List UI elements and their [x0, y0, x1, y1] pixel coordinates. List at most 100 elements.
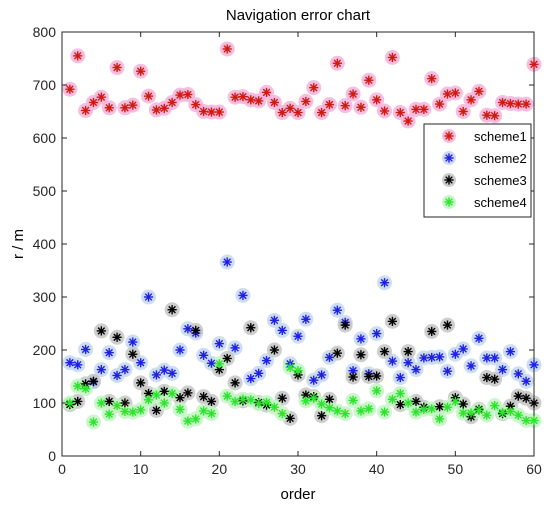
legend-label-scheme3: scheme3 [474, 173, 527, 188]
scheme4-point [387, 394, 397, 404]
scheme1-point [214, 107, 224, 117]
scheme1-point [356, 102, 366, 112]
scheme1-point [269, 97, 279, 108]
scheme3-point [482, 372, 492, 383]
scheme2-point [301, 314, 311, 324]
scheme4-point [222, 391, 232, 401]
scheme4-point [96, 398, 106, 408]
scheme1-point [230, 92, 240, 102]
scheme3-point [427, 326, 437, 337]
scheme1-point [529, 59, 539, 69]
y-tick-label: 400 [33, 236, 57, 252]
scheme4-point [65, 398, 75, 408]
y-tick-label: 100 [33, 395, 57, 411]
scheme4-point [324, 403, 335, 413]
scheme2-point [269, 315, 279, 325]
scheme1-point [261, 87, 272, 98]
scheme2-point [427, 352, 437, 363]
scheme1-point [474, 86, 484, 96]
scheme3-point [317, 411, 327, 421]
scheme1-point [419, 104, 429, 114]
scheme2-point [120, 365, 130, 375]
scheme2-point [104, 348, 114, 358]
scheme3-point [435, 402, 445, 412]
scheme4-point [285, 362, 295, 373]
scheme2-point [317, 370, 327, 380]
scheme1-point [128, 100, 138, 110]
scheme2-point [505, 346, 515, 357]
scheme4-point [143, 395, 154, 405]
scheme4-point [277, 409, 287, 419]
scheme1-point [332, 58, 342, 68]
scheme1-point [317, 107, 327, 118]
scheme1-point [395, 107, 405, 118]
scheme1-point [505, 98, 515, 109]
axis-ticks [61, 31, 535, 457]
scheme4-point [372, 386, 382, 396]
scheme2-point [246, 374, 256, 384]
scheme3-point [364, 371, 374, 382]
scheme2-point [458, 344, 468, 354]
scheme1-point [521, 99, 531, 109]
x-tick-label: 20 [212, 461, 228, 477]
scheme4-point [175, 404, 185, 414]
scheme2-point [379, 278, 390, 288]
scheme3-point [513, 391, 523, 401]
scheme2-point [238, 290, 248, 301]
scheme2-point [151, 370, 161, 380]
scheme4-point [332, 406, 342, 416]
scheme2-point [159, 365, 169, 375]
scheme1-point [143, 91, 154, 101]
scheme2-point [167, 368, 177, 378]
scheme4-point [395, 388, 405, 399]
scheme4-point [73, 381, 83, 391]
scheme4-point [521, 415, 531, 426]
scheme3-point [199, 392, 209, 402]
scheme1-point [372, 95, 382, 105]
x-tick-label: 30 [290, 461, 306, 477]
scheme4-point [497, 407, 508, 418]
scheme1-point [104, 103, 114, 113]
scheme2-point [175, 345, 185, 355]
scheme2-point [482, 353, 492, 363]
y-tick-label: 0 [48, 448, 56, 464]
y-tick-label: 800 [33, 24, 57, 40]
legend-box [423, 123, 532, 218]
scheme3-point [356, 350, 366, 360]
scheme4-point [199, 406, 209, 416]
scheme4-point [356, 406, 366, 416]
scheme2-point [411, 365, 421, 375]
scheme1-point [442, 89, 453, 99]
scheme4-point [128, 407, 138, 417]
legend-label-scheme2: scheme2 [474, 151, 527, 166]
legend-label-scheme1: scheme1 [474, 129, 527, 144]
scheme4-point [340, 409, 350, 419]
scheme4-point [261, 397, 272, 408]
scheme2-point [136, 358, 146, 368]
scheme1-point [73, 51, 83, 61]
x-tick-label: 50 [448, 461, 464, 477]
scheme1-point [206, 107, 217, 117]
scheme2-point [395, 372, 405, 383]
scheme3-point [88, 376, 99, 386]
scheme3-point [112, 332, 122, 342]
scheme3-point [120, 398, 130, 408]
scheme2-point [324, 352, 335, 363]
scheme4-point [120, 406, 130, 417]
scheme2-point [293, 331, 303, 341]
scheme3-point [175, 393, 185, 403]
scheme1-point [167, 97, 177, 108]
x-tick-label: 60 [526, 461, 542, 477]
y-tick-label: 300 [33, 289, 57, 305]
scheme1-point [309, 83, 319, 93]
scheme4-point [88, 417, 99, 427]
scheme3-point [442, 320, 453, 330]
scheme1-point [96, 92, 106, 102]
scheme1-point [183, 89, 193, 100]
scheme3-point [183, 388, 193, 398]
scheme2-point [332, 305, 342, 315]
scheme4-point [104, 409, 114, 419]
scheme4-point [529, 415, 539, 426]
scheme1-point [403, 116, 413, 126]
scheme3-point [269, 345, 279, 355]
